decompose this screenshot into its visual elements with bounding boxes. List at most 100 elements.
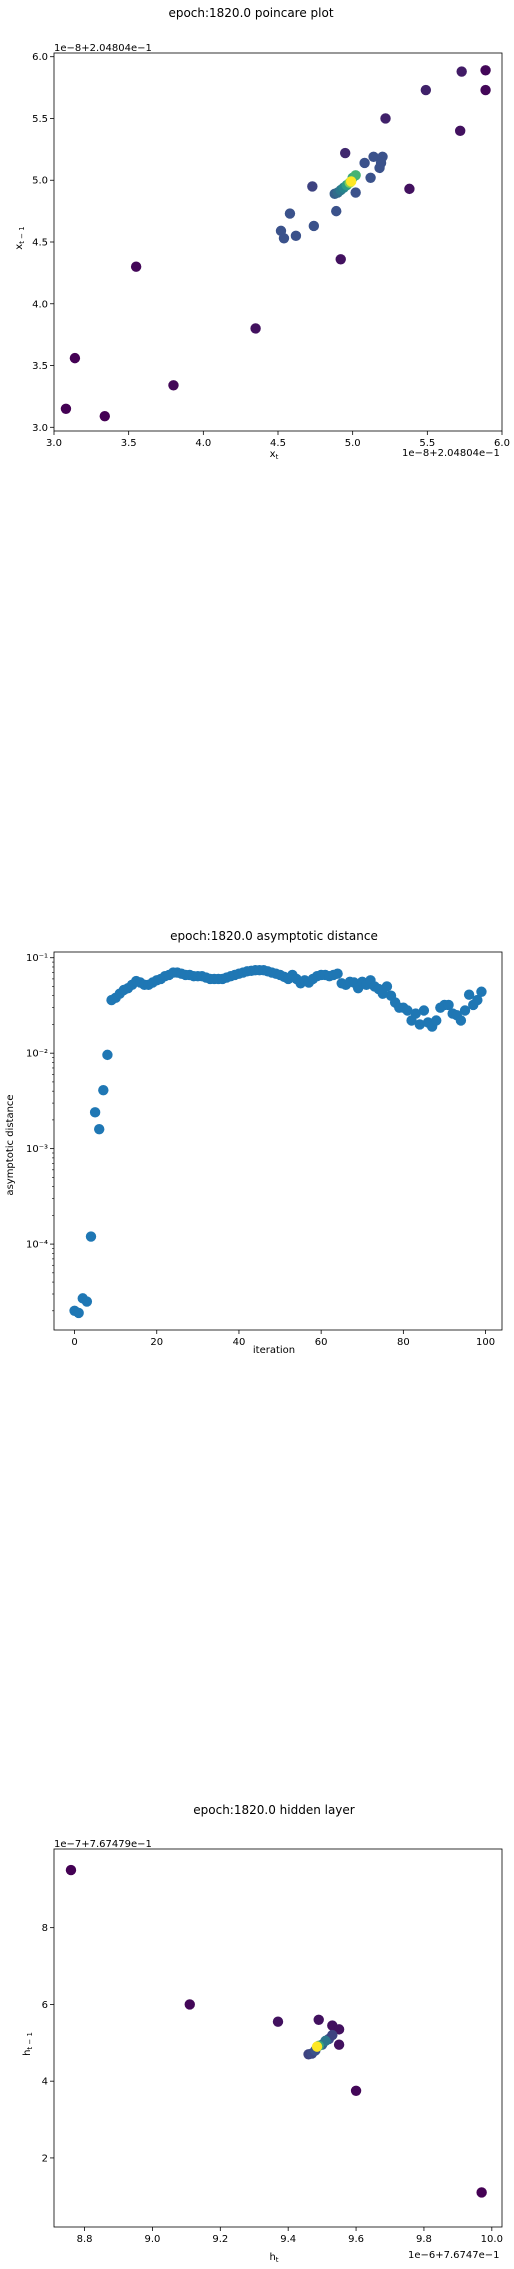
y-axis-label: asymptotic distance <box>5 1094 16 1195</box>
data-point <box>359 157 370 169</box>
x-tick-label: 10.0 <box>481 2234 503 2245</box>
data-point <box>463 989 475 1000</box>
data-point <box>368 151 379 162</box>
x-tick-label: 8.8 <box>77 2234 93 2245</box>
x-axis-label: xt <box>270 449 279 461</box>
hidden-layer-chart: epoch:1820.0 hidden layer 1e−7+7.67479e−… <box>22 1803 503 2264</box>
y-offset-text: 1e−8+2.04804e−1 <box>54 43 152 54</box>
data-point <box>94 1123 105 1135</box>
y-tick-label: 8 <box>42 1923 48 1934</box>
x-axis-label: iteration <box>253 1345 295 1356</box>
x-tick-label: 60 <box>315 1337 328 1348</box>
y-tick-label: 10⁻³ <box>26 1144 48 1155</box>
data-point <box>472 994 483 1006</box>
asymptotic-distance-chart: epoch:1820.0 asymptotic distance iterati… <box>5 929 503 1356</box>
y-offset-text: 1e−7+7.67479e−1 <box>54 1839 152 1850</box>
data-point <box>374 162 385 174</box>
y-tick-label: 6 <box>42 2000 48 2011</box>
x-tick-label: 3.0 <box>46 438 62 449</box>
data-point <box>284 208 296 219</box>
data-point <box>420 84 432 96</box>
y-axis-label: ht − 1 <box>22 2032 34 2056</box>
y-tick-label: 3.0 <box>32 423 48 434</box>
y-tick-label: 4 <box>42 2077 48 2088</box>
data-point <box>327 2029 338 2041</box>
y-tick-label: 10⁻⁴ <box>26 1240 48 1251</box>
data-point <box>69 352 81 364</box>
data-point <box>73 1307 84 1319</box>
data-point <box>278 233 290 244</box>
x-offset-text: 1e−6+7.6747e−1 <box>408 2250 500 2261</box>
data-point <box>102 1049 113 1061</box>
data-point <box>350 2085 362 2096</box>
data-point <box>414 1019 425 1030</box>
y-tick-label: 2 <box>42 2153 48 2164</box>
x-tick-label: 9.8 <box>416 2234 432 2245</box>
data-point <box>81 1296 93 1307</box>
data-point <box>333 2039 345 2050</box>
data-point <box>313 2014 324 2025</box>
chart-title: epoch:1820.0 poincare plot <box>168 6 333 20</box>
data-point <box>85 1231 97 1242</box>
data-point <box>402 1005 413 1016</box>
data-point <box>333 2024 345 2035</box>
y-tick-label: 5.0 <box>32 176 48 187</box>
x-tick-label: 3.5 <box>121 438 137 449</box>
data-point <box>459 1005 471 1016</box>
y-tick-label: 5.5 <box>32 114 48 125</box>
x-tick-label: 9.4 <box>280 2234 296 2245</box>
data-point <box>130 261 142 272</box>
data-point <box>340 147 351 159</box>
data-point <box>380 113 391 124</box>
data-point <box>410 1008 421 1019</box>
plot-frame <box>53 951 503 1331</box>
data-point <box>332 968 343 979</box>
y-tick-label: 10⁻² <box>26 1049 48 1060</box>
x-axis-label: ht <box>269 2252 278 2264</box>
x-tick-label: 5.5 <box>419 438 435 449</box>
x-tick-label: 9.6 <box>348 2234 364 2245</box>
data-point <box>250 323 261 334</box>
x-tick-label: 80 <box>397 1337 410 1348</box>
data-point <box>331 205 342 217</box>
x-tick-label: 9.2 <box>212 2234 228 2245</box>
y-tick-label: 4.0 <box>32 299 48 310</box>
data-point <box>404 183 415 195</box>
data-point <box>456 66 467 77</box>
data-point <box>60 403 72 414</box>
poincare-chart: epoch:1820.0 poincare plot 1e−8+2.04804e… <box>14 6 510 461</box>
data-point <box>308 220 320 232</box>
data-point <box>307 181 318 192</box>
data-point <box>290 230 302 242</box>
data-point <box>98 1084 109 1096</box>
data-point <box>311 2041 323 2052</box>
y-tick-label: 3.5 <box>32 361 48 372</box>
data-point <box>65 1864 77 1876</box>
x-tick-label: 6.0 <box>494 438 510 449</box>
y-tick-label: 10⁻¹ <box>26 953 48 964</box>
data-point <box>381 981 393 992</box>
plot-frame <box>53 1848 503 2228</box>
data-point <box>443 999 454 1011</box>
data-point <box>168 380 179 391</box>
data-point <box>476 2187 487 2198</box>
x-tick-label: 20 <box>150 1337 163 1348</box>
data-point <box>89 1107 101 1118</box>
x-tick-label: 0 <box>71 1337 77 1348</box>
data-point <box>418 1005 430 1016</box>
data-point <box>272 2016 284 2027</box>
x-tick-label: 40 <box>233 1337 246 1348</box>
data-point <box>455 1015 467 1026</box>
y-axis-label: xt − 1 <box>14 226 26 249</box>
x-tick-label: 5.0 <box>345 438 361 449</box>
x-tick-label: 9.0 <box>144 2234 160 2245</box>
data-point <box>476 986 487 997</box>
data-point <box>335 254 346 265</box>
data-point <box>99 410 110 422</box>
data-point <box>184 1999 195 2010</box>
data-point <box>345 176 357 187</box>
x-tick-label: 4.0 <box>195 438 211 449</box>
data-point <box>480 84 491 96</box>
chart-title: epoch:1820.0 hidden layer <box>193 1803 355 1817</box>
